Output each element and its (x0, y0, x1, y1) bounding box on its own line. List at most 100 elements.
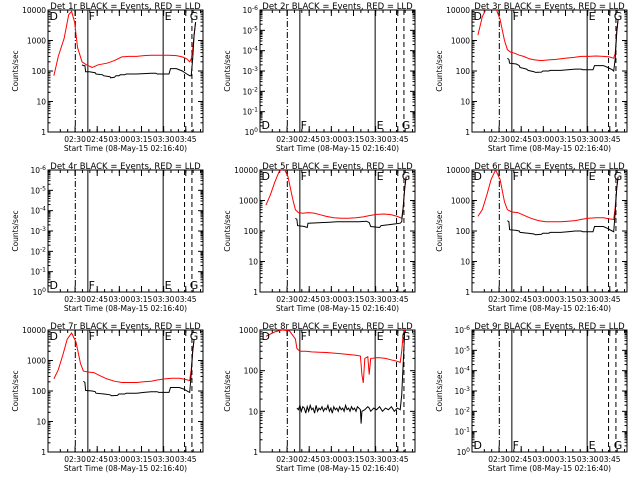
lld-rate-line (265, 170, 407, 220)
y-tick-label: 1 (253, 288, 258, 297)
panel-det-7r: Det 7r BLACK = Events, RED = LLD 1 10 100 10… (11, 322, 204, 473)
x-tick-label: 03:00 (321, 455, 343, 464)
x-tick-label: 03:15 (131, 455, 153, 464)
y-tick-label: 100 (32, 387, 47, 396)
x-tick-label: 03:30 (153, 135, 175, 144)
event-marker-D: D (49, 279, 57, 292)
y-tick-label: 10-1 (242, 107, 258, 117)
event-marker-E: E (377, 330, 384, 343)
events-rate-line (507, 19, 619, 73)
x-tick-label: 03:15 (131, 135, 153, 144)
x-axis-label: Start Time (08-May-15 02:16:40) (488, 464, 611, 473)
y-tick-label: 10-1 (454, 427, 470, 437)
x-axis-label: Start Time (08-May-15 02:16:40) (64, 304, 187, 313)
panel-det-9r: Det 9r BLACK = Events, RED = LLD 100 10-1 1… (435, 322, 628, 473)
y-tick-label: 1000 (27, 357, 46, 366)
panel-det-1r: Det 1r BLACK = Events, RED = LLD 1 10 100 10… (11, 2, 204, 153)
x-tick-label: 03:45 (387, 295, 409, 304)
event-marker-D: D (473, 170, 481, 183)
panel-title: Det 7r BLACK = Events, RED = LLD (50, 322, 201, 332)
panel-det-2r: Det 2r BLACK = Events, RED = LLD 100 10-1 1… (223, 2, 416, 153)
panel-title: Det 8r BLACK = Events, RED = LLD (262, 322, 413, 332)
x-tick-label: 02:30 (64, 295, 86, 304)
x-tick-label: 02:45 (86, 135, 108, 144)
x-tick-label: 03:00 (533, 455, 555, 464)
y-tick-label: 10000 (446, 166, 470, 175)
plot-frame (47, 9, 204, 133)
y-tick-label: 10-4 (454, 366, 470, 376)
event-marker-F: F (89, 279, 95, 292)
x-tick-label: 02:45 (86, 295, 108, 304)
event-marker-G: G (614, 10, 623, 23)
x-tick-label: 03:30 (577, 295, 599, 304)
panel-title: Det 3r BLACK = Events, RED = LLD (474, 2, 625, 12)
event-marker-F: F (301, 330, 307, 343)
x-tick-label: 02:45 (510, 135, 532, 144)
y-tick-label: 10-6 (454, 325, 470, 335)
y-tick-label: 1 (465, 288, 470, 297)
y-tick-label: 10 (460, 258, 470, 267)
y-tick-label: 10-6 (30, 165, 46, 175)
x-tick-label: 03:30 (153, 455, 175, 464)
y-tick-label: 10-1 (30, 267, 46, 277)
x-tick-label: 03:30 (365, 295, 387, 304)
panel-det-8r: Det 8r BLACK = Events, RED = LLD 1 10 100 10… (223, 322, 416, 473)
y-tick-label: 1000 (239, 197, 258, 206)
x-tick-label: 03:30 (153, 295, 175, 304)
x-tick-label: 03:00 (533, 295, 555, 304)
x-axis-label: Start Time (08-May-15 02:16:40) (276, 144, 399, 153)
y-tick-label: 100 (244, 367, 259, 376)
y-axis-label: Counts/sec (11, 370, 20, 411)
lld-rate-line (477, 170, 619, 223)
x-tick-label: 02:30 (488, 295, 510, 304)
x-tick-label: 03:00 (109, 455, 131, 464)
y-tick-label: 10 (460, 98, 470, 107)
event-marker-D: D (261, 330, 269, 343)
y-tick-label: 100 (33, 287, 47, 297)
x-tick-label: 03:00 (321, 135, 343, 144)
events-rate-line (507, 176, 619, 236)
plot-frame (471, 169, 628, 293)
event-marker-D: D (49, 330, 57, 343)
x-tick-label: 03:15 (555, 135, 577, 144)
lld-rate-line (53, 10, 197, 76)
y-tick-label: 1 (253, 448, 258, 457)
x-tick-label: 03:15 (343, 455, 365, 464)
x-tick-label: 03:00 (109, 295, 131, 304)
event-marker-D: D (473, 10, 481, 23)
event-marker-G: G (402, 170, 411, 183)
x-tick-label: 03:45 (175, 135, 197, 144)
y-tick-label: 1 (41, 128, 46, 137)
x-tick-label: 02:30 (276, 135, 298, 144)
panel-title: Det 2r BLACK = Events, RED = LLD (262, 2, 413, 12)
y-axis-label: Counts/sec (435, 210, 444, 251)
y-tick-label: 10000 (22, 6, 46, 15)
y-tick-label: 100 (245, 127, 259, 137)
x-tick-label: 02:45 (298, 295, 320, 304)
y-tick-label: 100 (457, 447, 471, 457)
y-axis-label: Counts/sec (11, 210, 20, 251)
panel-title: Det 9r BLACK = Events, RED = LLD (474, 322, 625, 332)
x-axis-label: Start Time (08-May-15 02:16:40) (64, 464, 187, 473)
event-marker-F: F (301, 170, 307, 183)
event-marker-D: D (261, 119, 269, 132)
y-tick-label: 10-4 (242, 46, 258, 56)
y-tick-label: 1000 (451, 37, 470, 46)
event-marker-F: F (89, 10, 95, 23)
event-marker-E: E (589, 439, 596, 452)
y-tick-label: 10000 (22, 326, 46, 335)
y-axis-label: Counts/sec (223, 50, 232, 91)
y-tick-label: 1000 (451, 197, 470, 206)
x-tick-label: 03:15 (555, 295, 577, 304)
event-marker-G: G (190, 330, 199, 343)
x-tick-label: 03:30 (577, 135, 599, 144)
event-marker-D: D (49, 10, 57, 23)
x-tick-label: 02:30 (276, 455, 298, 464)
y-tick-label: 100 (32, 67, 47, 76)
event-marker-E: E (377, 170, 384, 183)
y-tick-label: 10-2 (242, 86, 258, 96)
event-marker-E: E (165, 10, 172, 23)
x-tick-label: 02:30 (488, 135, 510, 144)
event-marker-G: G (614, 439, 623, 452)
y-tick-label: 10-5 (454, 345, 470, 355)
